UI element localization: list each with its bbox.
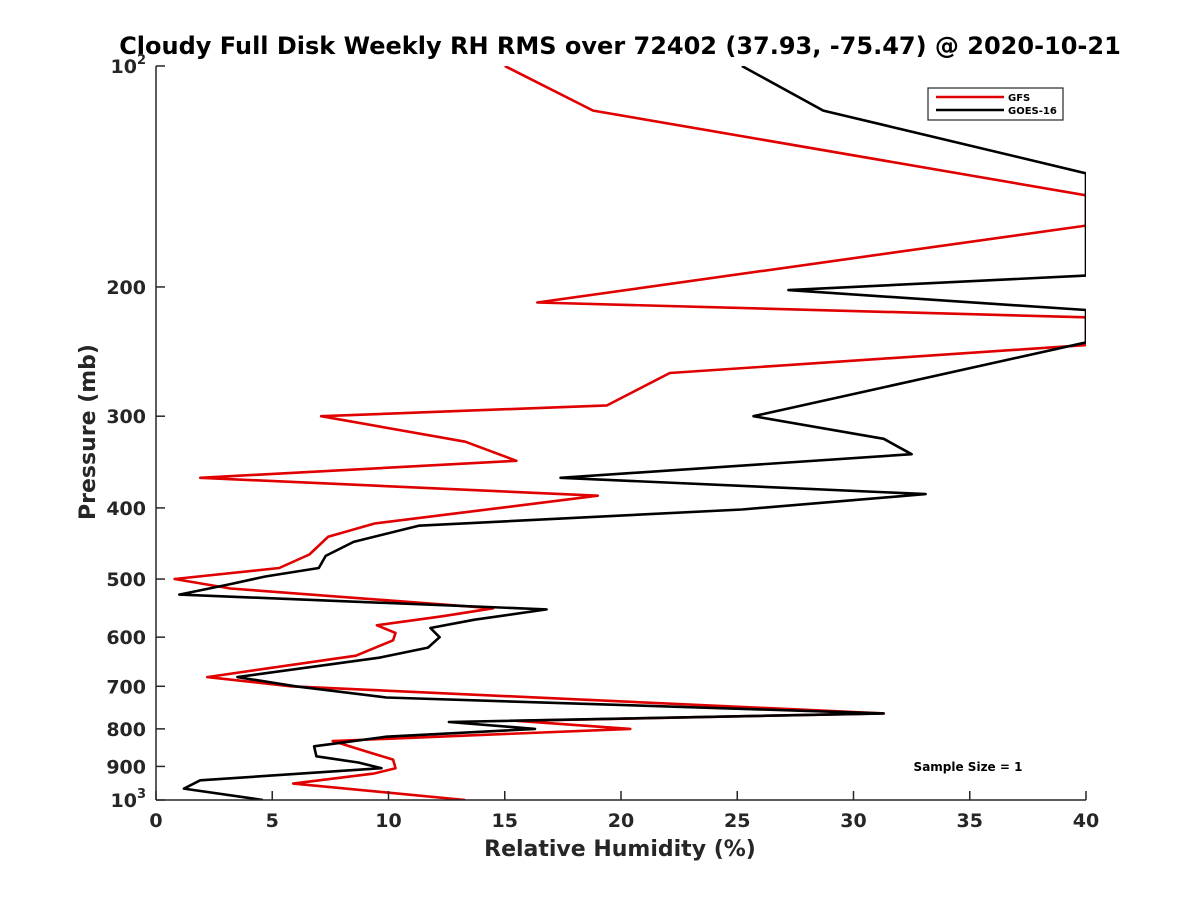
y-tick-label: 400 (106, 498, 146, 520)
chart-title: Cloudy Full Disk Weekly RH RMS over 7240… (119, 32, 1121, 60)
series-line-goes-16 (178, 66, 1086, 800)
y-tick-label: 700 (106, 676, 146, 698)
y-tick-label: 500 (106, 569, 146, 591)
legend-label: GOES-16 (1008, 106, 1057, 117)
y-tick-label: 600 (106, 627, 146, 649)
x-tick-label: 15 (492, 810, 518, 832)
legend: GFS GOES-16 (927, 87, 1064, 121)
x-tick-label: 5 (266, 810, 279, 832)
x-tick-label: 25 (724, 810, 750, 832)
legend-box (927, 87, 1064, 121)
y-tick-label: 103 (111, 787, 147, 812)
y-tick-label: 800 (106, 719, 146, 741)
sample-size-annotation: Sample Size = 1 (914, 760, 1023, 774)
legend-label: GFS (1008, 93, 1030, 104)
y-tick-label: 300 (106, 406, 146, 428)
series-line-gfs (173, 66, 1086, 800)
x-axis-label: Relative Humidity (%) (484, 837, 756, 862)
y-tick-label: 900 (106, 756, 146, 778)
x-tick-label: 40 (1073, 810, 1099, 832)
x-tick-label: 35 (957, 810, 983, 832)
y-tick-label: 200 (106, 277, 146, 299)
x-tick-label: 0 (149, 810, 162, 832)
x-tick-label: 30 (840, 810, 866, 832)
y-axis-label: Pressure (mb) (76, 344, 101, 520)
x-tick-label: 20 (608, 810, 634, 832)
plot-area: 0 5 10 15 20 25 30 35 40 102 200 300 400 500 600 700 800… (106, 53, 1099, 832)
x-tick-label: 10 (375, 810, 401, 832)
y-tick-label: 102 (111, 53, 147, 78)
